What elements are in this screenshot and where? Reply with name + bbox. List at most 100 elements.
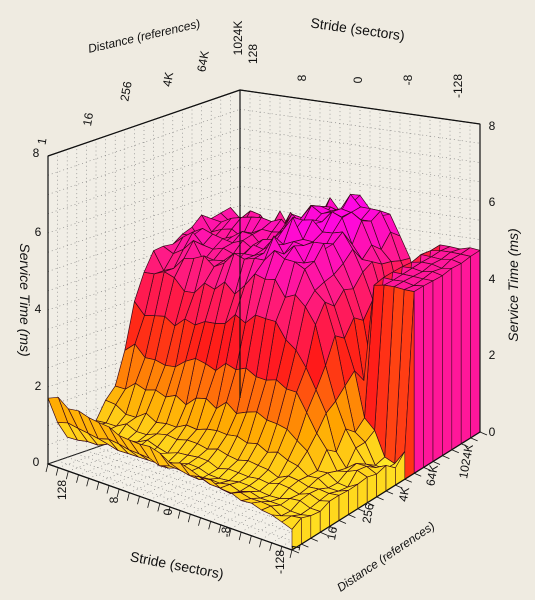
stride-tick-mark xyxy=(96,481,100,491)
z-tick-label-right: 2 xyxy=(489,348,496,362)
distance-tick-label-top: 4K xyxy=(160,71,176,88)
stride-tick-label-top: -128 xyxy=(451,74,465,98)
z-tick-label-right: 6 xyxy=(489,195,496,209)
stride-tick-mark xyxy=(269,542,273,551)
z-axis-title-left: Service Time (ms) xyxy=(17,243,33,356)
stride-tick-label-bottom: 128 xyxy=(55,480,69,500)
distance-tick-mark xyxy=(395,484,403,489)
distance-tick-mark xyxy=(385,490,394,495)
stride-tick-label-bottom: 8 xyxy=(107,496,121,503)
stride-tick-mark xyxy=(167,506,171,516)
surface-edge-cell xyxy=(413,285,424,474)
surface-edge-cell xyxy=(460,255,471,445)
stride-axis-title-bottom: Stride (sectors) xyxy=(129,548,225,582)
stride-tick-mark xyxy=(116,488,120,498)
back-wall-gridline xyxy=(239,166,481,202)
stride-tick-mark xyxy=(106,485,110,494)
stride-tick-mark xyxy=(126,492,130,501)
distance-tick-mark xyxy=(404,478,412,483)
distance-tick-label-bottom: 1 xyxy=(289,542,304,551)
distance-tick-mark xyxy=(338,520,347,524)
z-axis-title-right: Service Time (ms) xyxy=(505,228,521,341)
distance-tick-mark xyxy=(414,472,422,477)
stride-tick-mark xyxy=(259,539,262,548)
distance-tick-label-bottom: 16 xyxy=(324,525,340,541)
z-tick-label-left: 6 xyxy=(35,225,42,239)
distance-tick-mark xyxy=(461,443,469,448)
distance-tick-mark xyxy=(451,449,459,454)
surface-edge-cell xyxy=(432,275,443,463)
z-tick-label-left: 2 xyxy=(35,379,42,393)
distance-tick-label-top: 1 xyxy=(35,136,50,145)
floor-gridline xyxy=(57,460,302,545)
distance-tick-label-top: 1024K xyxy=(231,21,245,56)
stride-tick-mark xyxy=(289,549,293,559)
back-wall-gridline xyxy=(239,147,481,183)
stride-tick-label-top: 128 xyxy=(246,44,260,64)
stride-tick-mark xyxy=(147,499,151,508)
stride-tick-mark xyxy=(137,496,140,505)
distance-tick-label-bottom: 64K xyxy=(423,464,440,487)
surface-edge-cell xyxy=(470,249,481,439)
stride-tick-label-bottom: 0 xyxy=(161,508,175,515)
stride-tick-mark xyxy=(198,517,201,526)
distance-tick-mark xyxy=(376,496,384,501)
distance-tick-label-bottom: 4K xyxy=(396,486,412,503)
stride-tick-mark xyxy=(228,528,232,537)
back-wall-gridline xyxy=(239,185,481,221)
surface-edge-cell xyxy=(310,511,321,539)
stride-tick-mark xyxy=(157,503,161,512)
distance-tick-label-top: 16 xyxy=(80,111,96,127)
floor-gridline xyxy=(67,457,311,539)
back-wall-gridline xyxy=(239,128,481,163)
stride-tick-mark xyxy=(86,478,90,487)
distance-tick-mark xyxy=(432,461,441,465)
distance-tick-mark xyxy=(423,467,431,471)
distance-tick-mark xyxy=(329,526,337,530)
z-tick-label-right: 8 xyxy=(489,119,496,133)
z-tick-label-right: 0 xyxy=(489,425,496,439)
surface-edge-cell xyxy=(442,267,453,457)
stride-tick-mark xyxy=(76,474,79,483)
stride-tick-mark xyxy=(238,531,242,541)
surface-edge-cell xyxy=(451,263,462,451)
chart-frame xyxy=(45,89,488,559)
distance-tick-label-bottom: 1024K xyxy=(456,443,476,480)
distance-tick-label-bottom: 256 xyxy=(359,502,376,524)
surface-edge-cell xyxy=(423,280,434,468)
distance-tick-label-top: 64K xyxy=(194,50,211,73)
surface-edge-cell xyxy=(366,473,377,504)
z-tick-label-left: 0 xyxy=(33,455,40,469)
frame-edge xyxy=(239,89,481,125)
stride-tick-mark xyxy=(208,521,212,530)
distance-tick-mark xyxy=(357,508,365,513)
distance-tick-mark xyxy=(310,537,318,542)
stride-tick-mark xyxy=(279,546,283,555)
distance-tick-mark xyxy=(442,455,450,459)
stride-tick-mark xyxy=(248,535,252,544)
distance-axis-title-top: Distance (references) xyxy=(87,16,202,55)
stride-tick-label-top: 0 xyxy=(351,76,365,83)
distance-tick-mark xyxy=(479,431,488,436)
z-tick-label-right: 4 xyxy=(489,272,496,286)
distance-tick-mark xyxy=(470,437,478,442)
distance-tick-mark xyxy=(320,531,328,536)
stride-tick-mark xyxy=(55,467,59,476)
stride-tick-label-top: -8 xyxy=(401,74,415,85)
distance-tick-mark xyxy=(291,549,300,554)
distance-axis-title-bottom: Distance (references) xyxy=(334,519,437,595)
frame-edge xyxy=(47,89,241,157)
stride-tick-label-bottom: -8 xyxy=(219,526,233,537)
distance-tick-mark xyxy=(301,543,309,548)
surface-edge-cell xyxy=(385,465,396,492)
surface-edge-cell xyxy=(301,515,312,545)
surface-mesh xyxy=(47,193,481,551)
stride-tick-mark xyxy=(177,510,181,519)
z-tick-label-left: 8 xyxy=(33,146,40,160)
stride-tick-mark xyxy=(218,524,222,534)
stride-axis-title-top: Stride (sectors) xyxy=(310,15,406,44)
stride-tick-mark xyxy=(187,514,191,523)
z-tick-label-left: 4 xyxy=(35,302,42,316)
stride-tick-mark xyxy=(45,463,49,473)
